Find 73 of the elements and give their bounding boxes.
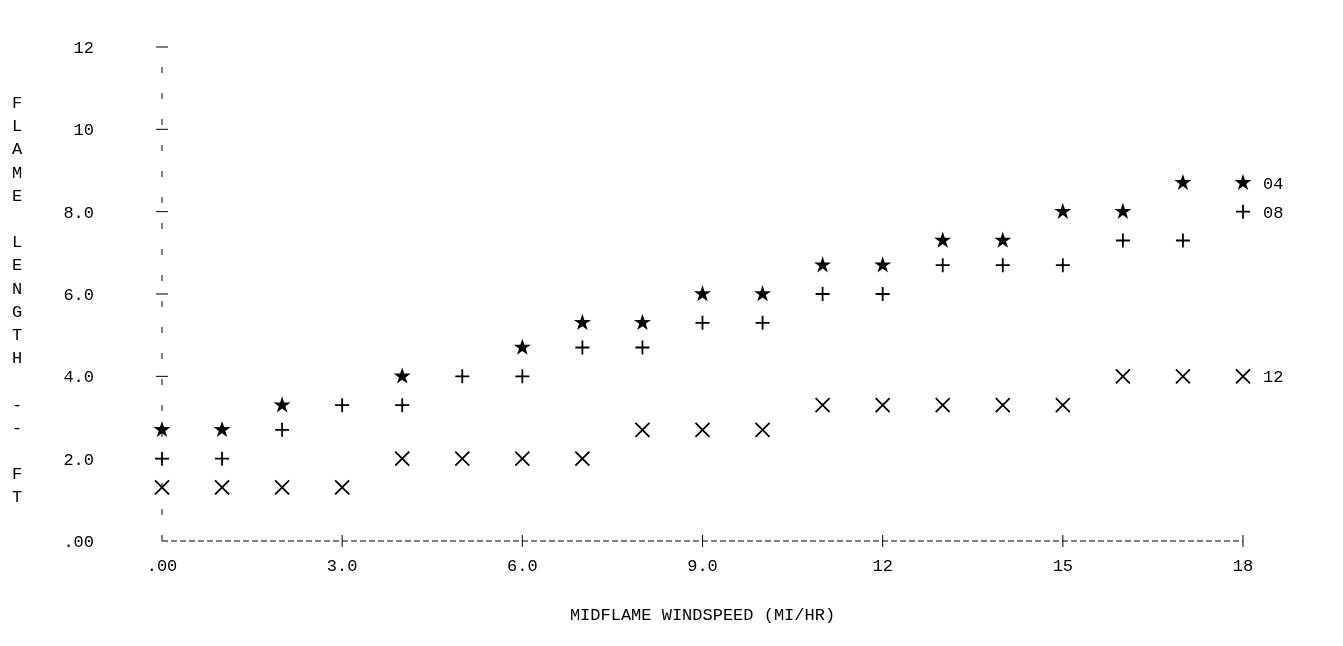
point [814,286,831,302]
point [514,450,531,467]
x-tick-label: 6.0 [507,557,538,576]
y-tick-label: 6.0 [63,285,94,305]
point [574,450,591,467]
x-tick-label: 9.0 [687,557,718,576]
point [754,285,772,302]
point [394,450,411,467]
point [454,368,471,385]
y-tick-label: 10 [73,121,94,141]
point [393,367,411,384]
point [454,450,471,467]
point [334,397,351,414]
point [1174,173,1192,191]
point [1235,368,1251,385]
point [334,479,351,496]
point [634,339,651,356]
point [693,285,712,302]
point [1114,202,1132,219]
point [934,397,951,414]
point [934,257,951,274]
series-label: 08 [1263,203,1284,223]
point [814,256,832,273]
point [513,338,531,355]
y-tick-label: .00 [63,532,94,552]
x-tick-label: 12 [872,557,893,576]
point [573,313,591,331]
y-tick-label: 4.0 [63,368,94,388]
point [394,397,411,414]
y-tick-label: 12 [73,38,94,58]
point [154,479,170,496]
point [754,314,771,331]
point [994,231,1012,248]
point [1054,202,1072,219]
point [214,479,230,496]
point [274,479,291,496]
point [694,314,711,331]
point [1114,232,1131,249]
point [994,397,1011,414]
x-axis-title: MIDFLAME WINDSPEED (MI/HR) [569,606,836,625]
series-label: 12 [1263,368,1284,388]
point [1234,173,1252,191]
x-tick-label: 18 [1232,557,1254,576]
point [874,397,891,414]
point [754,421,771,438]
point [154,450,170,467]
y-tick-label: 2.0 [63,450,94,470]
x-tick-label: 15 [1052,557,1074,576]
point [1054,257,1071,274]
point [574,339,591,356]
point [874,286,891,302]
point [1235,203,1251,220]
series-label: 04 [1263,174,1284,194]
point [214,450,230,467]
point [994,257,1011,274]
point [1054,397,1071,414]
text: FLAME LENGTH -- FT [12,94,23,508]
point [874,256,892,273]
x-tick-label: .00 [146,557,178,576]
point [1175,368,1191,385]
point [1114,368,1131,385]
y-tick-label: 8.0 [63,203,94,223]
x-tick-label: 3.0 [326,557,358,576]
point [694,421,711,438]
point [634,421,651,438]
point [273,396,291,413]
point [213,420,231,438]
point [934,231,952,248]
point [814,397,831,414]
point [514,368,531,385]
point [633,313,651,331]
point [153,420,171,438]
point [1175,232,1191,249]
